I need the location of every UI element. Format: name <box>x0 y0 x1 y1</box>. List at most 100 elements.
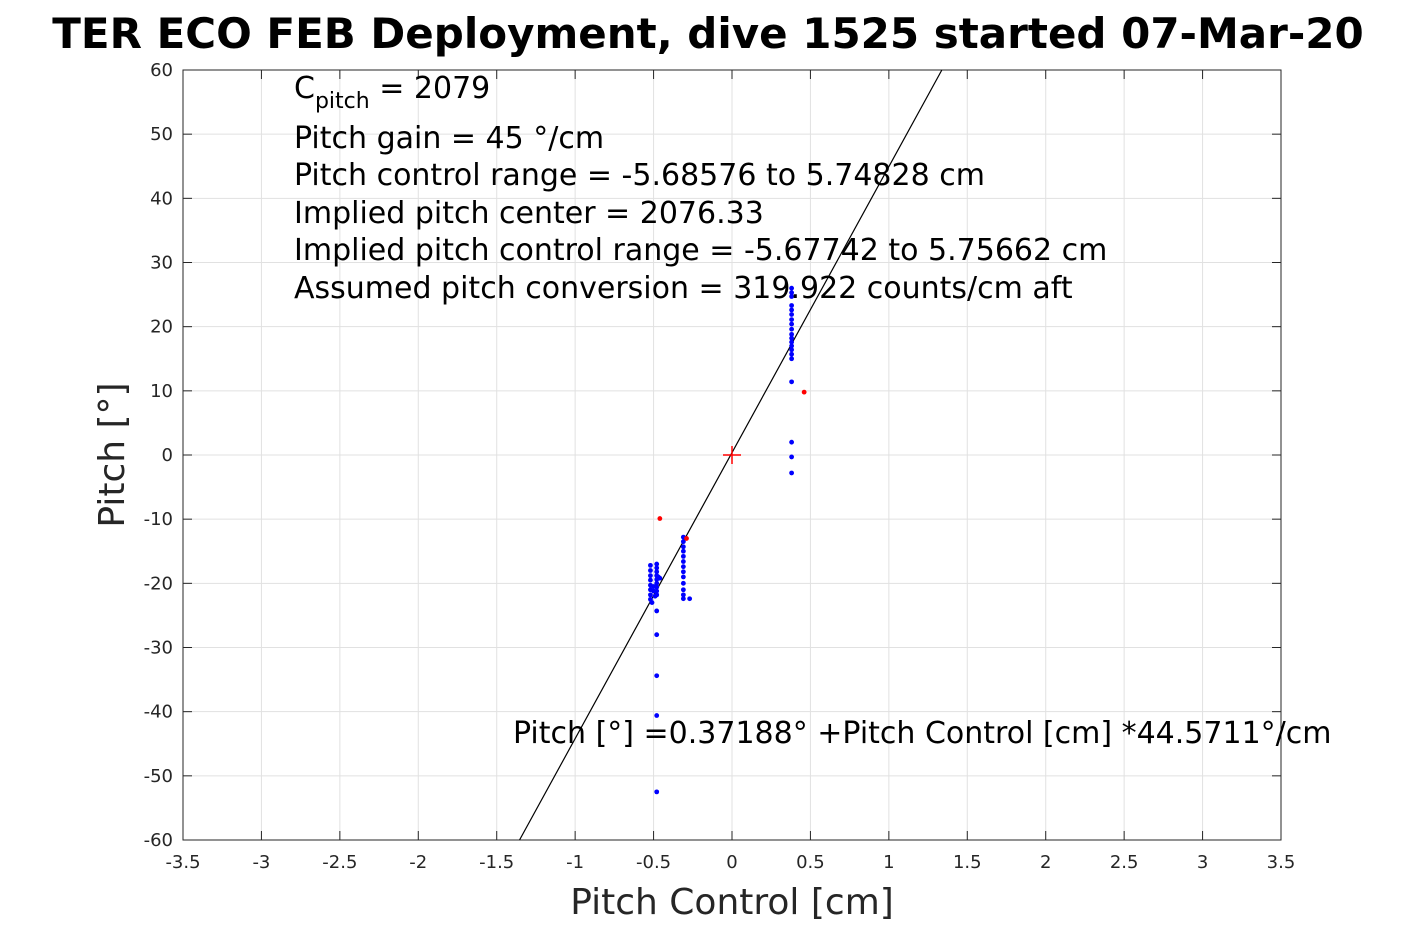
data-point <box>687 596 693 602</box>
annotation-cpitch-main: C <box>294 71 315 106</box>
annotation-implied-pitch-center: Implied pitch center = 2076.33 <box>294 196 764 231</box>
data-point <box>654 569 660 575</box>
grid-lines <box>182 69 1282 841</box>
data-point <box>789 307 795 313</box>
x-axis-label: Pitch Control [cm] <box>570 882 894 923</box>
x-tick-label: 0 <box>726 852 737 873</box>
data-point <box>657 516 663 521</box>
data-point <box>657 575 663 581</box>
data-point <box>789 303 795 308</box>
data-point <box>789 351 795 357</box>
y-tick-label: 0 <box>162 445 173 466</box>
data-point <box>789 335 795 341</box>
x-tick-label: 2 <box>1040 852 1051 873</box>
data-point <box>648 568 653 573</box>
x-tick-label: -1.5 <box>479 852 514 873</box>
y-tick-label: -20 <box>144 573 173 594</box>
data-point <box>654 565 660 571</box>
data-point <box>789 339 795 345</box>
data-point <box>654 789 660 795</box>
axis-ticks <box>182 69 1282 841</box>
data-point <box>654 608 660 614</box>
data-point <box>684 536 689 541</box>
data-point <box>789 454 795 460</box>
annotation-cpitch: Cpitch = 2079 <box>294 71 490 114</box>
y-tick-label: 40 <box>150 188 173 209</box>
y-axis-label: Pitch [°] <box>92 382 133 527</box>
data-point <box>680 539 686 545</box>
data-point <box>680 548 686 554</box>
data-point <box>680 592 686 598</box>
x-tick-label: -3 <box>252 852 270 873</box>
fit-equation-label: Pitch [°] =0.37188° +Pitch Control [cm] … <box>513 716 1331 751</box>
data-point <box>789 379 795 385</box>
y-tick-label: 20 <box>150 317 173 338</box>
data-point <box>680 596 686 602</box>
data-point <box>801 389 807 395</box>
data-point <box>680 553 686 559</box>
data-point <box>648 562 653 568</box>
data-point <box>789 356 795 362</box>
chart-title: TER ECO FEB Deployment, dive 1525 starte… <box>52 9 1363 58</box>
annotation-implied-pitch-control-range: Implied pitch control range = -5.67742 t… <box>294 233 1107 268</box>
x-tick-label: 3.5 <box>1267 852 1296 873</box>
data-point <box>680 580 686 586</box>
y-tick-label: 10 <box>150 381 173 402</box>
axis-tick-labels: -3.5 -3 -2.5 -2 -1.5 -1 -0.5 0 0.5 1 1.5 2 2.5 3 3.5 60… <box>144 60 1296 873</box>
annotation-pitch-control-range: Pitch control range = -5.68576 to 5.7482… <box>294 158 985 193</box>
y-tick-label: 30 <box>150 253 173 274</box>
data-point <box>789 294 795 299</box>
x-tick-label: 1.5 <box>953 852 982 873</box>
data-point <box>789 290 795 296</box>
data-point <box>680 544 686 550</box>
y-tick-label: -10 <box>144 509 173 530</box>
y-tick-label: -50 <box>144 766 173 787</box>
data-point <box>789 331 795 337</box>
annotation-cpitch-sub: pitch <box>315 89 370 114</box>
data-point <box>648 592 653 598</box>
x-tick-label: 0.5 <box>796 852 825 873</box>
data-point <box>654 713 660 718</box>
data-point <box>648 577 653 583</box>
data-point <box>680 564 686 570</box>
data-point <box>789 439 795 445</box>
annotation-assumed-pitch-conversion: Assumed pitch conversion = 319.922 count… <box>294 271 1073 306</box>
data-point <box>789 321 795 327</box>
data-point <box>789 285 795 291</box>
x-tick-label: -1 <box>566 852 584 873</box>
annotation-cpitch-value: = 2079 <box>370 71 491 106</box>
x-tick-label: 3 <box>1197 852 1208 873</box>
x-tick-label: -2.5 <box>322 852 357 873</box>
data-point <box>654 561 660 567</box>
data-point <box>654 584 660 590</box>
x-tick-label: 2.5 <box>1110 852 1139 873</box>
data-point <box>789 470 795 476</box>
data-point <box>789 312 795 317</box>
data-point <box>680 574 686 580</box>
data-point <box>789 317 795 323</box>
data-point <box>680 559 686 564</box>
data-point <box>654 592 660 598</box>
data-point <box>654 673 660 679</box>
data-point <box>680 587 686 593</box>
y-tick-label: -30 <box>144 638 173 659</box>
x-tick-label: -3.5 <box>165 852 200 873</box>
data-point <box>789 347 795 353</box>
y-tick-label: 50 <box>150 124 173 145</box>
data-point <box>654 588 660 594</box>
y-tick-label: -40 <box>144 702 173 723</box>
data-point <box>654 632 660 638</box>
y-tick-label: -60 <box>144 830 173 851</box>
annotation-pitch-gain: Pitch gain = 45 °/cm <box>294 121 604 156</box>
data-point <box>789 326 795 332</box>
data-point <box>649 600 655 605</box>
x-tick-label: -2 <box>409 852 427 873</box>
x-tick-label: 1 <box>883 852 894 873</box>
center-marker <box>723 446 741 464</box>
data-point <box>680 569 686 575</box>
data-point <box>789 343 795 349</box>
data-point <box>648 573 653 579</box>
y-tick-label: 60 <box>150 60 173 81</box>
data-points <box>648 285 807 795</box>
